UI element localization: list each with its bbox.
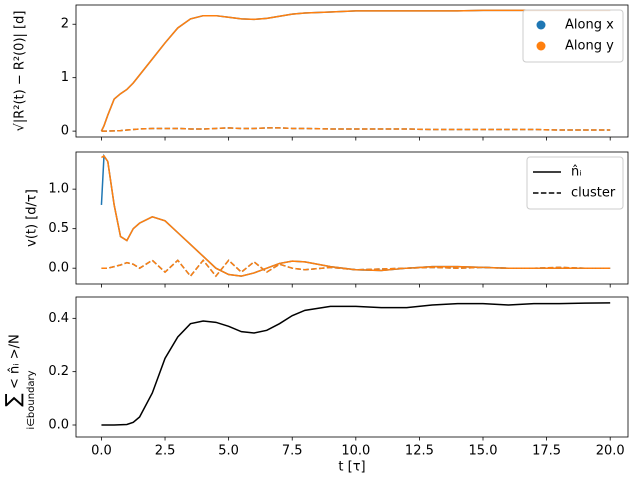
y-tick-label: 1 [61,70,69,85]
x-tick-label: 15.0 [469,444,498,459]
y-label-sub: i∈boundary [26,370,37,429]
y-tick-label: 1.0 [48,182,69,197]
legend-label: Along y [565,39,614,54]
legend-box [522,9,624,63]
y-tick-label: 2 [61,17,69,32]
x-tick-label: 0.0 [91,444,112,459]
panel: 0.0 0.2 0.4 0.0 2.5 5.0 7.5 10.0 12.5 15.0 17.5 20.… [1,296,629,475]
y-label-sum: ∑ [1,393,25,407]
x-tick-label: 2.5 [155,444,176,459]
legend-label: cluster [571,186,616,201]
y-tick-label: 0.4 [48,311,69,326]
x-tick-label: 7.5 [282,444,303,459]
legend-marker [536,41,546,51]
axes-frame [75,4,629,138]
legend: Along x Along y [522,9,624,63]
y-tick-label: 0.0 [48,418,69,433]
y-tick-label: 0.2 [48,364,69,379]
y-tick-label: 0 [61,124,69,139]
x-axis-label: t [τ] [338,460,365,475]
y-label-body: < n̂ᵢ >/N [8,334,23,389]
series-line [101,127,611,132]
axes-frame [75,151,629,285]
legend-label: Along x [565,18,614,33]
legend-marker [536,20,546,30]
series-line [101,302,611,426]
y-axis-label: v(t) [d/τ] [25,189,40,247]
x-tick-label: 10.0 [341,444,370,459]
panel: 0.0 0.5 1.0 v(t) [d/τ] n̂ᵢ cluster [25,151,629,288]
legend: n̂ᵢ cluster [526,156,624,210]
series-line [101,259,611,278]
x-tick-label: 20.0 [596,444,625,459]
y-axis-label: ∑ i∈boundary< n̂ᵢ >/N [1,334,38,429]
series-line [101,154,611,277]
x-tick-label: 17.5 [532,444,561,459]
axes-frame [75,296,629,438]
x-tick-label: 5.0 [218,444,239,459]
series-line [100,9,611,132]
legend-label: n̂ᵢ [571,165,582,180]
x-tick-label: 12.5 [405,444,434,459]
panel: 0 1 2 √|R²(t) − R²(0)| [d] Along x Along y [13,4,629,141]
y-tick-label: 0.0 [48,261,69,276]
legend-box [526,156,624,210]
y-tick-label: 0.5 [48,221,69,236]
y-axis-label: √|R²(t) − R²(0)| [d] [13,11,28,132]
